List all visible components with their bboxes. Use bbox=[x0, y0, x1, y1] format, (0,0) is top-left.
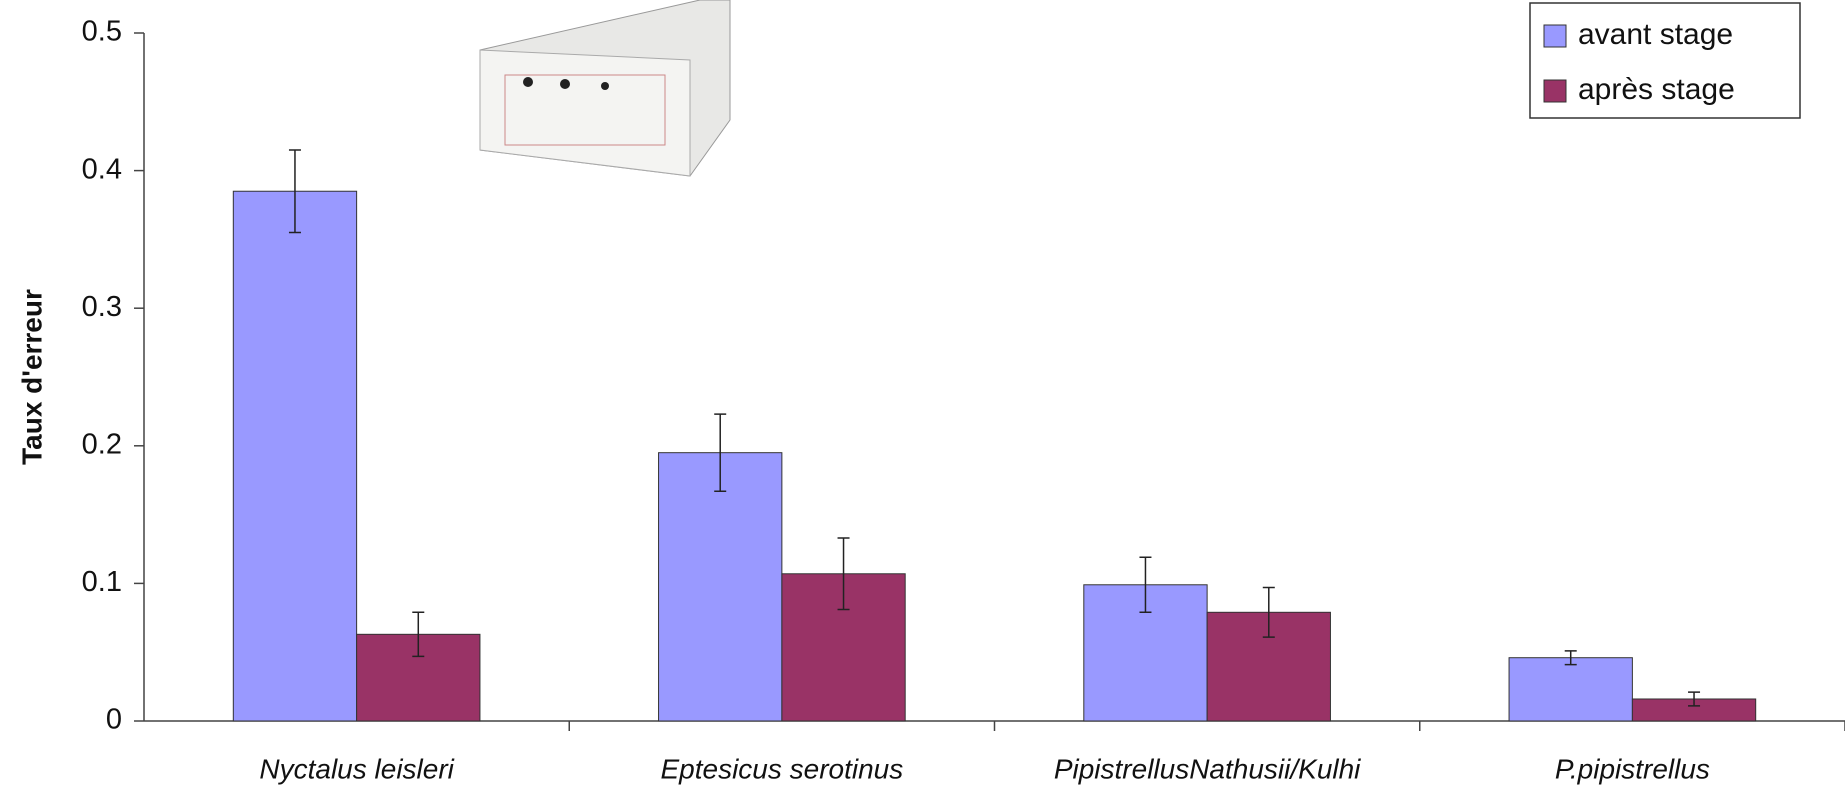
x-tick-label: Nyctalus leisleri bbox=[259, 753, 454, 784]
device-photo bbox=[479, 0, 731, 177]
y-tick-label: 0.3 bbox=[82, 291, 122, 323]
y-axis-label: Taux d'erreur bbox=[16, 289, 47, 465]
y-tick-label: 0.1 bbox=[82, 566, 122, 598]
error-bar bbox=[288, 149, 301, 234]
error-bar bbox=[1688, 691, 1701, 707]
legend-swatch bbox=[1543, 79, 1567, 103]
x-tick-label: PipistrellusNathusii/Kulhi bbox=[1054, 753, 1361, 784]
y-tick-label: 0.2 bbox=[82, 428, 122, 460]
error-bar bbox=[1139, 556, 1152, 614]
error-bar bbox=[1564, 650, 1577, 666]
x-tick-label: P.pipistrellus bbox=[1555, 753, 1710, 784]
y-tick-label: 0.4 bbox=[82, 153, 122, 185]
error-bar bbox=[837, 537, 850, 611]
error-bar bbox=[412, 611, 425, 658]
x-tick-label: Eptesicus serotinus bbox=[660, 753, 903, 784]
y-tick-label: 0.5 bbox=[82, 16, 122, 48]
legend bbox=[1529, 2, 1801, 119]
legend-label: après stage bbox=[1578, 73, 1735, 106]
bar bbox=[658, 452, 783, 722]
y-tick-label: 0 bbox=[106, 704, 122, 736]
legend-label: avant stage bbox=[1578, 18, 1733, 51]
bar bbox=[1508, 657, 1633, 722]
error-bar bbox=[714, 413, 727, 492]
bar bbox=[232, 190, 358, 722]
legend-swatch bbox=[1543, 24, 1567, 48]
error-bar bbox=[1262, 586, 1275, 638]
